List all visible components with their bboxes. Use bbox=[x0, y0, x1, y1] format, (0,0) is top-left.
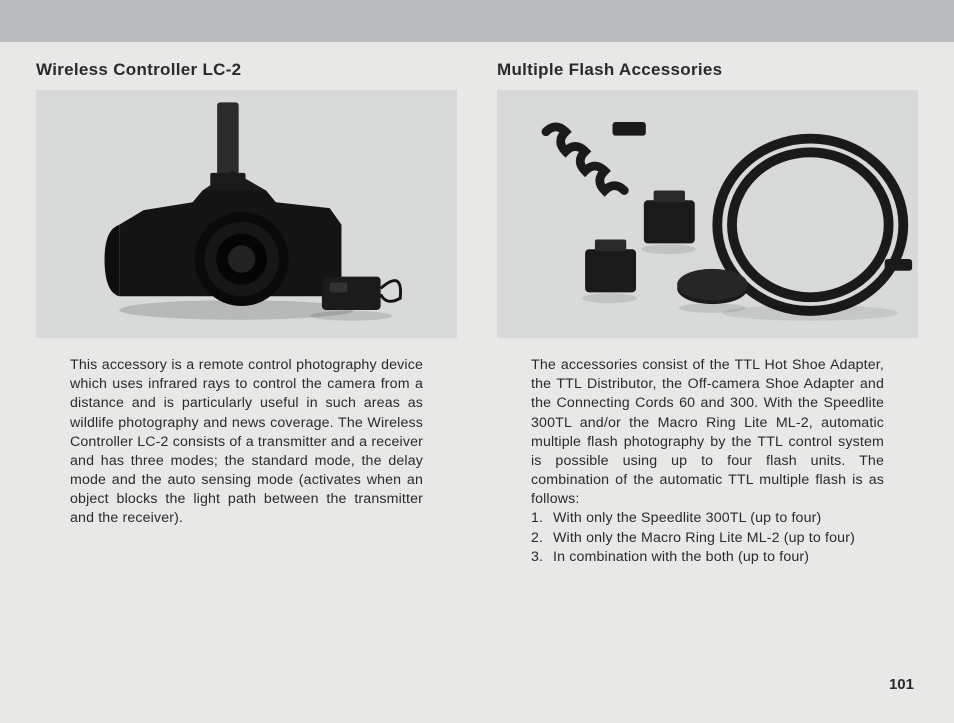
top-bar bbox=[0, 0, 954, 42]
list-item: 1. With only the Speedlite 300TL (up to … bbox=[531, 509, 884, 528]
right-column: Multiple Flash Accessories bbox=[497, 60, 918, 567]
list-item: 3. In combination with the both (up to f… bbox=[531, 548, 884, 567]
left-column: Wireless Controller LC-2 bbox=[36, 60, 457, 567]
list-number: 3. bbox=[531, 548, 553, 567]
left-heading: Wireless Controller LC-2 bbox=[36, 60, 457, 80]
left-body-text: This accessory is a remote control photo… bbox=[36, 356, 457, 529]
list-text: With only the Macro Ring Lite ML-2 (up t… bbox=[553, 529, 884, 548]
right-body-text: The accessories consist of the TTL Hot S… bbox=[497, 356, 918, 509]
list-text: In combination with the both (up to four… bbox=[553, 548, 884, 567]
list-number: 1. bbox=[531, 509, 553, 528]
right-list: 1. With only the Speedlite 300TL (up to … bbox=[497, 509, 918, 567]
list-number: 2. bbox=[531, 529, 553, 548]
camera-illustration bbox=[36, 90, 457, 338]
accessories-illustration bbox=[497, 90, 918, 338]
list-item: 2. With only the Macro Ring Lite ML-2 (u… bbox=[531, 529, 884, 548]
right-figure bbox=[497, 90, 918, 338]
list-text: With only the Speedlite 300TL (up to fou… bbox=[553, 509, 884, 528]
left-figure bbox=[36, 90, 457, 338]
page-content: Wireless Controller LC-2 bbox=[0, 42, 954, 567]
page-number: 101 bbox=[889, 676, 914, 693]
right-heading: Multiple Flash Accessories bbox=[497, 60, 918, 80]
